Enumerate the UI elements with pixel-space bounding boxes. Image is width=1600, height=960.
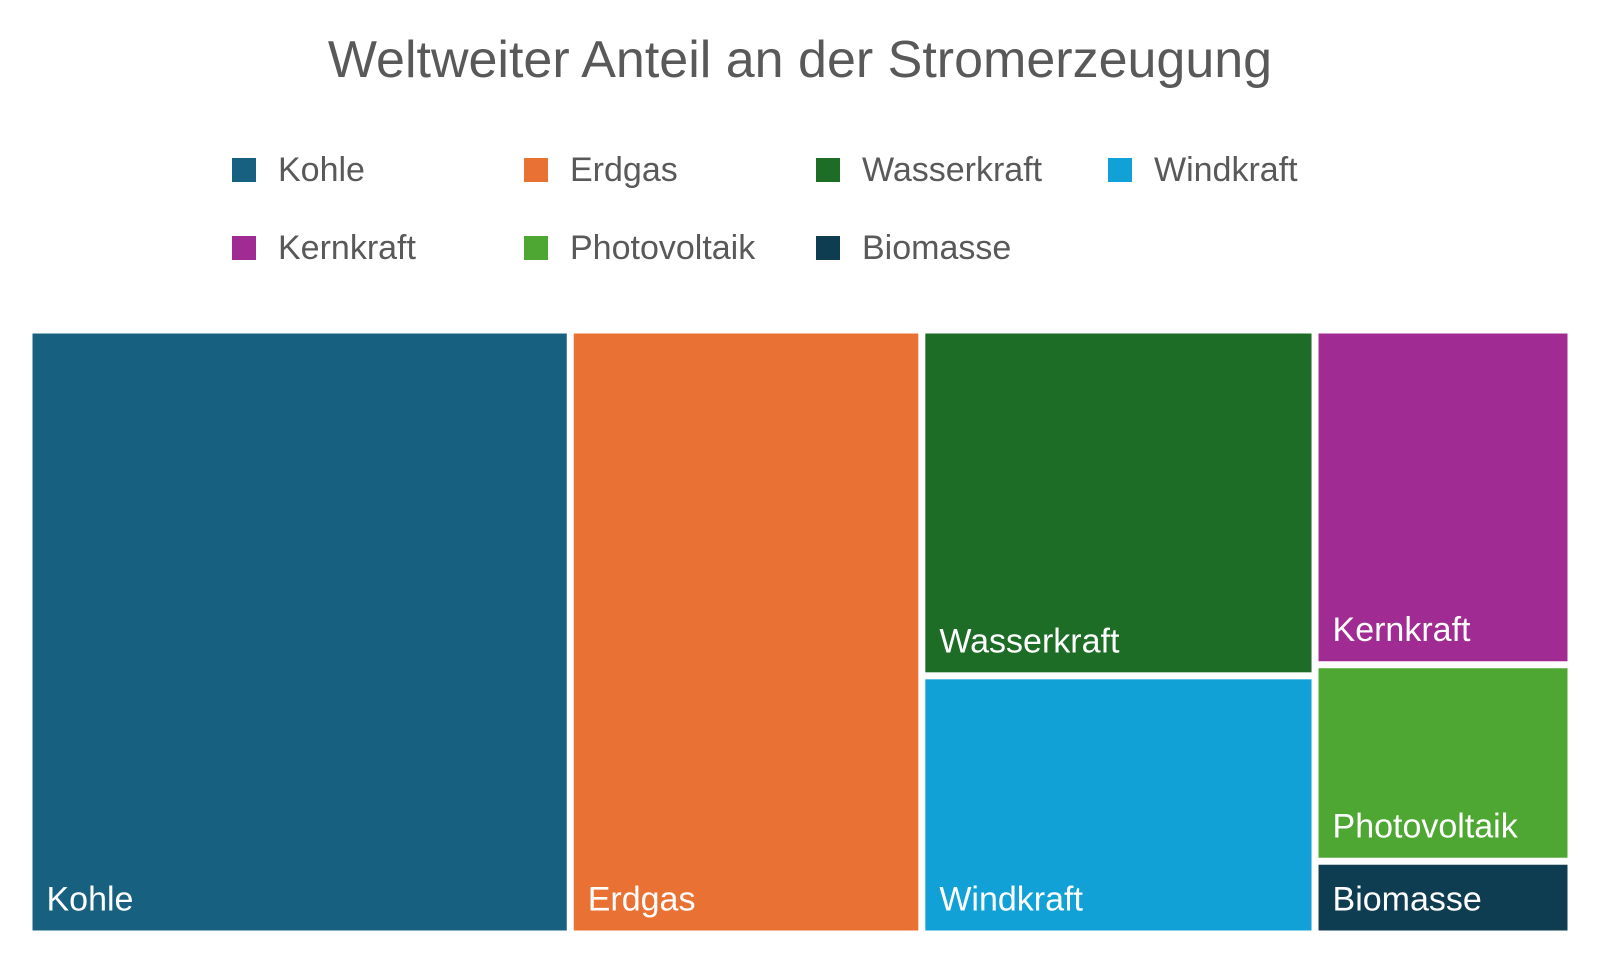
treemap-tile-biomasse: [1318, 864, 1568, 931]
legend-label-wasserkraft: Wasserkraft: [862, 150, 1043, 189]
legend-swatch-biomasse: [816, 236, 840, 260]
legend-swatch-kohle: [232, 158, 256, 182]
treemap-tile-wasserkraft: [925, 333, 1312, 673]
legend-item-kernkraft: Kernkraft: [232, 228, 416, 268]
treemap-tile-windkraft: [925, 679, 1312, 931]
chart-title: Weltweiter Anteil an der Stromerzeugung: [327, 31, 1273, 89]
legend-item-windkraft: Windkraft: [1108, 150, 1298, 190]
treemap-label-biomasse: Biomasse: [1333, 881, 1482, 919]
treemap-tile-photovoltaik: [1318, 668, 1568, 858]
treemap-svg: Kohle Erdgas Wasserkraft Windkraft Kernkraft…: [32, 333, 1568, 931]
plot-area: Kohle Erdgas Wasserkraft Windkraft Kernkraft…: [29, 330, 1571, 934]
treemap-tile-erdgas: [573, 333, 919, 931]
legend-swatch-wasserkraft: [816, 158, 840, 182]
treemap-tile-kernkraft: [1318, 333, 1568, 662]
legend-label-windkraft: Windkraft: [1154, 150, 1298, 189]
legend-item-kohle: Kohle: [232, 150, 365, 190]
chart-legend: Kohle Erdgas Wasserkraft Windkraft Kernk…: [232, 150, 1432, 290]
legend-item-photovoltaik: Photovoltaik: [524, 228, 755, 268]
legend-item-erdgas: Erdgas: [524, 150, 678, 190]
legend-swatch-erdgas: [524, 158, 548, 182]
legend-item-biomasse: Biomasse: [816, 228, 1011, 268]
treemap-tile-kohle: [32, 333, 567, 931]
legend-label-biomasse: Biomasse: [862, 228, 1012, 267]
treemap-label-wasserkraft: Wasserkraft: [939, 622, 1120, 660]
legend-label-kohle: Kohle: [278, 150, 365, 189]
treemap-label-photovoltaik: Photovoltaik: [1333, 808, 1519, 846]
treemap-label-erdgas: Erdgas: [588, 881, 696, 919]
legend-swatch-kernkraft: [232, 236, 256, 260]
legend-item-wasserkraft: Wasserkraft: [816, 150, 1042, 190]
legend-swatch-windkraft: [1108, 158, 1132, 182]
legend-label-erdgas: Erdgas: [570, 150, 678, 189]
legend-label-photovoltaik: Photovoltaik: [570, 228, 756, 267]
treemap-label-windkraft: Windkraft: [939, 881, 1083, 919]
legend-swatch-photovoltaik: [524, 236, 548, 260]
treemap-label-kernkraft: Kernkraft: [1333, 611, 1471, 649]
treemap-label-kohle: Kohle: [47, 881, 134, 919]
legend-label-kernkraft: Kernkraft: [278, 228, 416, 267]
